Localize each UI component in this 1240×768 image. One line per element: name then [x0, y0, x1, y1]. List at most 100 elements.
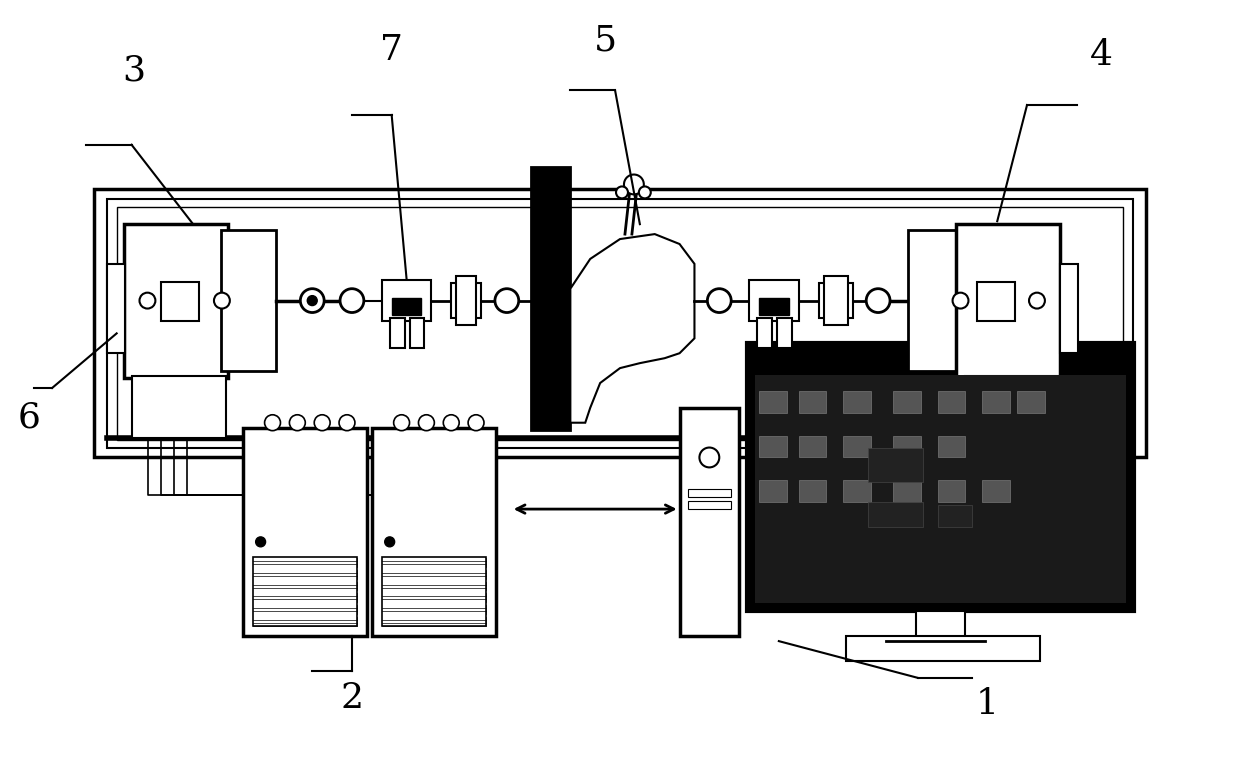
- Bar: [843, 391, 872, 412]
- Circle shape: [707, 289, 732, 313]
- Bar: [908, 230, 962, 371]
- Bar: [243, 428, 367, 636]
- Circle shape: [624, 174, 644, 194]
- Bar: [756, 319, 771, 348]
- Bar: [107, 264, 124, 353]
- Circle shape: [300, 289, 324, 313]
- Circle shape: [255, 537, 265, 547]
- Circle shape: [616, 187, 627, 198]
- Circle shape: [339, 415, 355, 431]
- Text: 6: 6: [17, 401, 41, 435]
- Circle shape: [340, 289, 363, 313]
- Circle shape: [699, 448, 719, 468]
- Bar: [382, 594, 486, 602]
- Bar: [937, 391, 966, 412]
- Bar: [893, 435, 921, 458]
- Bar: [749, 280, 799, 322]
- Bar: [253, 557, 357, 626]
- Circle shape: [264, 415, 280, 431]
- Bar: [966, 376, 1060, 438]
- Bar: [755, 375, 1126, 604]
- Circle shape: [495, 289, 518, 313]
- Bar: [818, 283, 853, 319]
- Circle shape: [952, 293, 968, 309]
- Bar: [982, 391, 1011, 412]
- Bar: [937, 480, 966, 502]
- Bar: [893, 391, 921, 412]
- Bar: [221, 230, 275, 371]
- Bar: [776, 319, 792, 348]
- Circle shape: [867, 289, 890, 313]
- Bar: [977, 282, 1016, 322]
- Bar: [982, 480, 1011, 502]
- Bar: [687, 502, 732, 509]
- Bar: [253, 617, 357, 626]
- Circle shape: [289, 415, 305, 431]
- Bar: [868, 502, 923, 527]
- Bar: [843, 435, 872, 458]
- Circle shape: [215, 293, 229, 309]
- Bar: [799, 435, 827, 458]
- Bar: [937, 435, 966, 458]
- Bar: [382, 617, 486, 626]
- Bar: [759, 480, 787, 502]
- Bar: [868, 448, 923, 482]
- Bar: [253, 605, 357, 614]
- Bar: [893, 480, 921, 502]
- Bar: [253, 581, 357, 591]
- Bar: [253, 570, 357, 578]
- Bar: [131, 376, 226, 438]
- Bar: [253, 594, 357, 602]
- Circle shape: [639, 187, 651, 198]
- Bar: [531, 167, 570, 429]
- Bar: [759, 391, 787, 412]
- Bar: [759, 435, 787, 458]
- Circle shape: [314, 415, 330, 431]
- Circle shape: [140, 293, 155, 309]
- Bar: [382, 280, 432, 322]
- Circle shape: [384, 537, 394, 547]
- Bar: [456, 276, 476, 326]
- Bar: [107, 200, 1133, 448]
- Bar: [392, 298, 422, 316]
- Circle shape: [393, 415, 409, 431]
- Bar: [759, 298, 789, 316]
- Bar: [382, 581, 486, 591]
- Text: 1: 1: [976, 687, 999, 720]
- Bar: [1060, 264, 1078, 353]
- Bar: [382, 570, 486, 578]
- Bar: [451, 283, 481, 319]
- Text: 7: 7: [381, 34, 403, 68]
- Text: 4: 4: [1090, 38, 1114, 72]
- Bar: [799, 480, 827, 502]
- Circle shape: [469, 415, 484, 431]
- Bar: [680, 408, 739, 636]
- Bar: [847, 636, 1040, 661]
- Circle shape: [308, 296, 317, 306]
- Bar: [382, 557, 486, 626]
- Text: 3: 3: [122, 53, 145, 88]
- Bar: [843, 480, 872, 502]
- Bar: [1017, 391, 1045, 412]
- Bar: [382, 605, 486, 614]
- Circle shape: [418, 415, 434, 431]
- Bar: [253, 558, 357, 567]
- Bar: [916, 611, 966, 641]
- Circle shape: [443, 415, 459, 431]
- Bar: [372, 428, 496, 636]
- Bar: [389, 319, 404, 348]
- Bar: [937, 505, 972, 527]
- Bar: [956, 224, 1060, 378]
- Circle shape: [1029, 293, 1045, 309]
- Bar: [161, 282, 200, 322]
- Polygon shape: [570, 234, 694, 422]
- Bar: [124, 224, 228, 378]
- Bar: [409, 319, 424, 348]
- Bar: [117, 207, 1123, 439]
- Text: 2: 2: [341, 680, 363, 715]
- Bar: [823, 276, 848, 326]
- Bar: [94, 190, 1146, 458]
- Bar: [382, 558, 486, 567]
- Bar: [799, 391, 827, 412]
- Bar: [746, 343, 1135, 611]
